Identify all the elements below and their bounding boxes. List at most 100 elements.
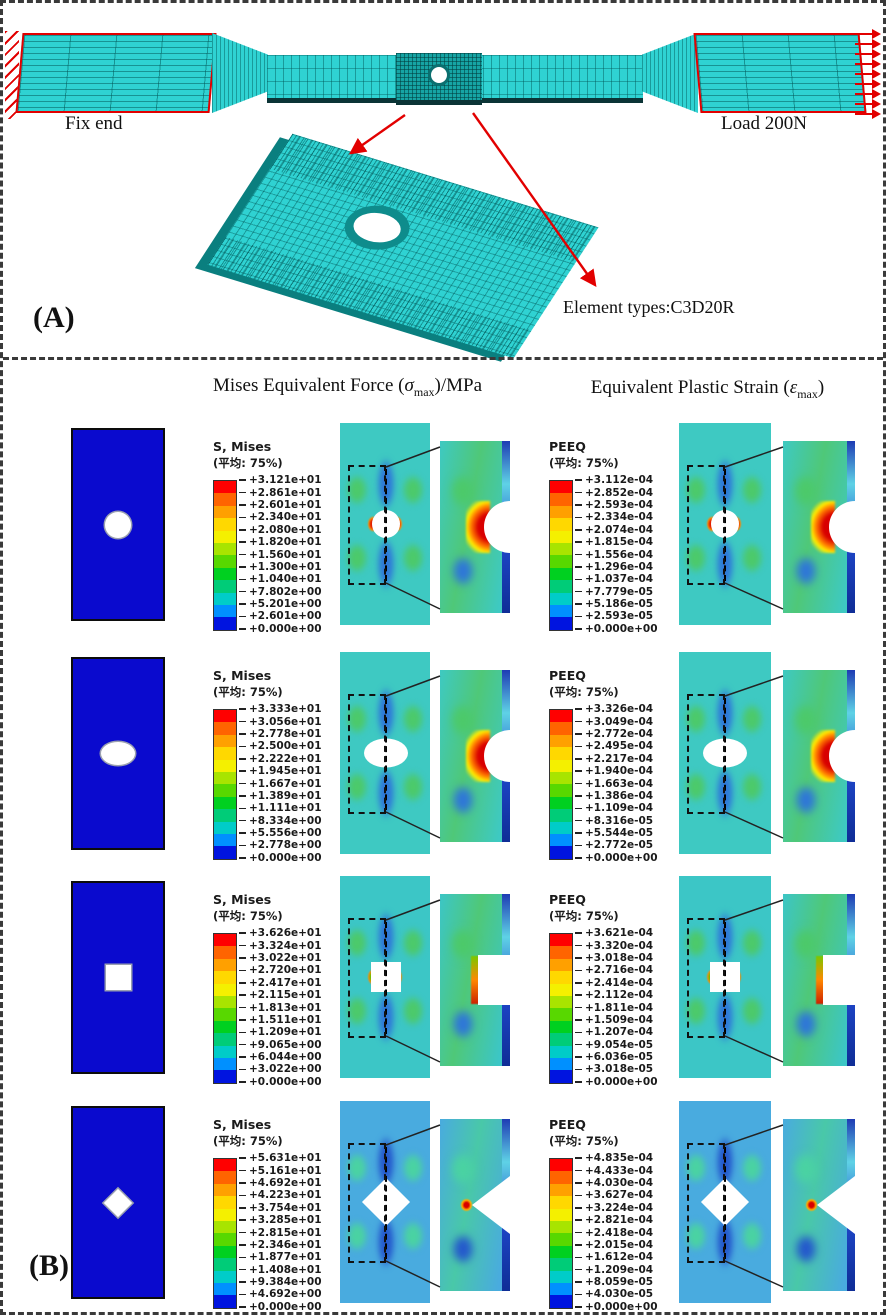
legend-color-band [550,734,572,748]
legend-tick-value: +1.207e-04 [575,1026,658,1038]
legend-tick-value: +3.121e+01 [239,474,322,486]
legend-subtitle: (平均: 75%) [549,456,619,470]
legend-tick-value: +4.223e+01 [239,1189,322,1201]
peeq-legend: PEEQ (平均: 75%) +4.835e-04 +4.433e-04 +4.03… [549,1117,681,1312]
legend-color-band [214,1258,236,1271]
legend-tick-value: +5.556e+00 [239,827,322,839]
mises-column-header: Mises Equivalent Force (σmax)/MPa [212,375,483,399]
contour-lobe [737,1215,767,1257]
contour-lobe [737,1147,767,1189]
legend-color-band [214,1208,236,1222]
contour-lobe [681,1147,711,1189]
legend-tick-value: +5.161e+01 [239,1164,322,1177]
legend-tick-value: +2.601e+00 [239,610,322,622]
zoom-callout-arrows [348,112,597,288]
legend-color-band [550,592,572,606]
legend-color-band [550,1221,572,1234]
contour-lobe [681,537,711,579]
legend-values: +3.326e-04 +3.049e-04 +2.772e-04 +2.495e-04… [575,703,658,864]
specimen-thumbnail [71,657,165,850]
contour-lobe [446,1147,480,1191]
legend-tick-value: +1.811e-04 [575,1001,658,1014]
contour-lobe [791,551,821,591]
legend-color-band [550,493,572,506]
legend-tick-value: +5.186e-05 [575,598,658,610]
legend-color-band [214,710,236,723]
legend-tick-value: +2.593e-04 [575,499,658,511]
legend-color-band [550,1258,572,1271]
contour-lobe [398,537,428,579]
legend-title: PEEQ [549,439,586,454]
legend-color-band [214,1033,236,1046]
mises-legend: S, Mises (平均: 75%) +3.626e+01 +3.324e+01 +… [213,892,345,1088]
contour-lobe [398,766,428,808]
specimen-thumbnail [71,1106,165,1299]
legend-color-bar [213,933,237,1084]
specimen-thumbnail [71,881,165,1074]
legend-color-band [214,759,236,773]
peeq-detail-view [783,1119,855,1291]
legend-tick-value: +3.112e-04 [575,474,658,486]
legend-tick-value: +9.054e-05 [575,1039,658,1051]
legend-tick-value: +3.326e-04 [575,703,658,715]
hole-centerline [724,1147,726,1259]
legend-color-band [214,493,236,506]
legend-tick-value: +1.111e+01 [239,802,322,814]
mises-legend: S, Mises (平均: 75%) +3.121e+01 +2.861e+01 +… [213,439,345,635]
zoom-region-outline [348,918,386,1038]
legend-tick-value: +6.036e-05 [575,1051,658,1063]
legend-values: +3.112e-04 +2.852e-04 +2.593e-04 +2.334e-04… [575,474,658,635]
panel-b-letter: (B) [29,1249,69,1282]
contour-lobe [789,1147,823,1191]
legend-tick-value: +1.209e-04 [575,1264,658,1276]
hole-shape-icon [101,742,135,765]
legend-color-band [550,772,572,785]
legend-color-band [550,809,572,822]
legend-color-bar [549,933,573,1084]
load-arrow-icon [855,89,881,99]
legend-tick-value: +0.000e+00 [575,1301,658,1312]
legend-tick-value: +2.772e-05 [575,839,658,851]
contour-lobe [681,1215,711,1257]
legend-color-band [214,958,236,972]
legend-color-band [550,722,572,735]
panel-divider [3,357,883,360]
legend-tick-value: +2.500e+01 [239,740,322,752]
legend-tick-value: +4.835e-04 [575,1152,658,1164]
mises-legend: S, Mises (平均: 75%) +5.631e+01 +5.161e+01 +… [213,1117,345,1312]
result-row: S, Mises (平均: 75%) +3.626e+01 +3.324e+01 +… [3,876,883,1088]
legend-color-band [214,555,236,568]
legend-color-band [214,1045,236,1059]
legend-tick-value: +2.821e-04 [575,1214,658,1226]
legend-color-bar [213,480,237,631]
legend-color-bar [213,709,237,860]
legend-color-band [214,1159,236,1172]
legend-tick-value: +2.593e-05 [575,610,658,622]
legend-tick-value: +4.030e-04 [575,1177,658,1189]
contour-lobe [398,469,428,511]
legend-tick-value: +8.059e-05 [575,1276,658,1288]
result-row: S, Mises (平均: 75%) +5.631e+01 +5.161e+01 +… [3,1101,883,1312]
load-arrow-icon [855,69,881,79]
hole-shape-icon [105,511,131,538]
legend-color-band [214,592,236,606]
stress-concentration-spot [459,1197,474,1213]
legend-tick-value: +7.802e+00 [239,586,322,598]
legend-color-band [214,734,236,748]
hole-shape-icon [103,1188,133,1217]
result-row: S, Mises (平均: 75%) +3.333e+01 +3.056e+01 +… [3,652,883,864]
legend-tick-value: +1.556e-04 [575,548,658,561]
hole-centerline [385,698,387,810]
legend-tick-value: +4.692e+00 [239,1288,322,1300]
peeq-contour-plot [679,652,771,854]
load-arrow-icon [855,79,881,89]
legend-tick-value: +9.384e+00 [239,1276,322,1288]
legend-color-band [550,1196,572,1209]
contour-lobe [737,766,767,808]
legend-tick-value: +1.612e-04 [575,1251,658,1263]
stress-concentration-spot [816,956,825,1004]
legend-tick-value: +2.772e-04 [575,728,658,740]
specimen-thumbnail [71,428,165,621]
legend-tick-value: +3.621e-04 [575,927,658,939]
legend-tick-value: +8.334e+00 [239,815,322,827]
